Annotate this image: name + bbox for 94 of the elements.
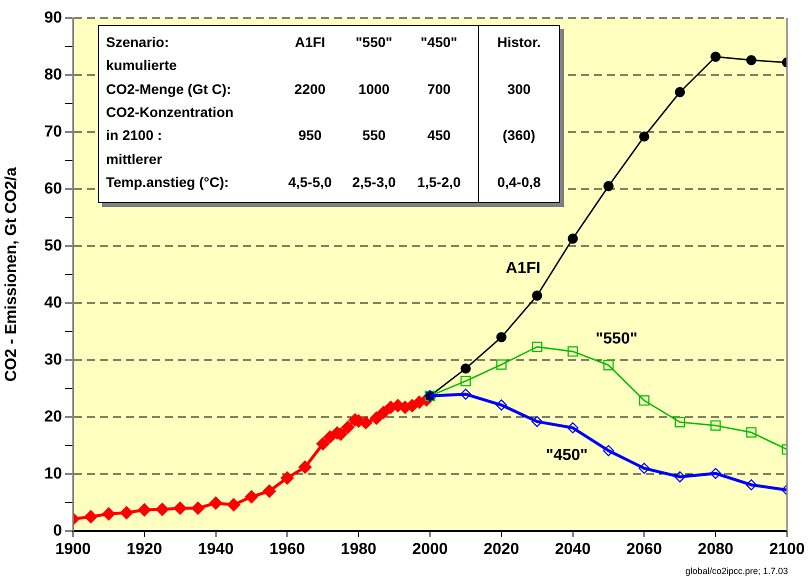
annotation: in 2100 : [106, 126, 162, 144]
series-label: "550" [596, 330, 638, 348]
annotation: 2,5-3,0 [352, 174, 396, 190]
y-tick-label: 80 [44, 66, 62, 84]
point [316, 437, 330, 450]
annotation: Szenario: [106, 33, 170, 51]
y-axis-title: CO2 - Emissionen, Gt CO2/a [3, 167, 20, 382]
point [638, 462, 650, 474]
y-tick-label: 40 [44, 294, 62, 312]
x-tick-label: 2020 [484, 541, 520, 558]
y-tick-label: 0 [53, 522, 62, 540]
point [262, 484, 276, 498]
annotation: 950 [297, 126, 323, 144]
x-tick-label: 2000 [412, 541, 448, 558]
point [244, 490, 258, 504]
annotation: A1FI [294, 34, 326, 50]
point [532, 416, 543, 428]
y-tick-label: 10 [44, 465, 62, 482]
point [359, 416, 372, 430]
annotation: mittlerer [106, 150, 162, 168]
point [639, 395, 650, 406]
point [568, 346, 578, 357]
x-tick-label: 2040 [555, 541, 591, 558]
annotation: 700 [426, 80, 452, 98]
text: global/co2ipcc.pre; 1.7.03 [685, 566, 788, 576]
x-tick-label: 2060 [626, 541, 662, 558]
x-tick-label: 1980 [340, 541, 376, 558]
point [191, 502, 205, 515]
point [639, 131, 650, 142]
point [746, 479, 757, 490]
point [532, 290, 542, 301]
annotation: Temp.anstieg (°C): [106, 172, 229, 191]
annotation: (360) [502, 126, 536, 144]
series-label: "450" [546, 447, 588, 464]
point [746, 427, 756, 438]
annotation: 1,5-2,0 [417, 174, 461, 190]
y-tick-label: 60 [44, 180, 62, 198]
point [603, 360, 614, 370]
y-tick-label: 90 [44, 9, 62, 26]
point [567, 422, 578, 434]
annotation: 300 [506, 80, 532, 98]
x-tick-label: 1960 [269, 541, 306, 558]
point [138, 503, 151, 517]
point [370, 412, 384, 425]
annotation: 4,5-5,0 [288, 174, 332, 190]
point [376, 406, 390, 420]
annotation: kumulierte [106, 56, 177, 74]
point [460, 388, 472, 400]
point [209, 496, 222, 510]
annotation: 550 [361, 126, 387, 144]
point [460, 363, 471, 374]
point [460, 376, 471, 386]
point [341, 420, 354, 434]
x-tick-label: 1940 [198, 541, 234, 558]
annotation: "550" [356, 34, 392, 50]
point [674, 416, 686, 428]
point [710, 52, 721, 62]
point [174, 502, 187, 515]
point [496, 399, 507, 411]
point [496, 332, 506, 342]
x-tick-label: 2080 [698, 541, 734, 558]
point [496, 359, 507, 370]
point [674, 471, 686, 482]
point [532, 342, 542, 352]
annotation: 450 [426, 126, 452, 144]
point [156, 502, 169, 516]
y-tick-label: 20 [44, 408, 62, 426]
annotation: CO2-Konzentration [106, 102, 234, 121]
annotation: 1000 [357, 80, 391, 98]
x-tick-label: 2100 [769, 541, 805, 558]
x-tick-label: 1900 [55, 541, 91, 558]
point [120, 506, 134, 520]
y-tick-label: 70 [44, 123, 62, 140]
x-tick-label: 1920 [126, 541, 162, 558]
point [710, 420, 721, 431]
point [102, 507, 116, 520]
point [603, 181, 614, 192]
point [746, 55, 756, 66]
point [227, 498, 240, 512]
point [298, 460, 312, 474]
annotation: Histor. [496, 33, 542, 51]
annotation: 2200 [293, 80, 327, 98]
y-tick-label: 30 [44, 351, 62, 368]
annotation: CO2-Menge (Gt C): [106, 80, 232, 98]
annotation: "450" [420, 34, 458, 50]
point [674, 87, 685, 98]
point [84, 510, 98, 524]
point [568, 233, 578, 244]
series-label: A1FI [506, 260, 540, 277]
point [280, 471, 294, 485]
y-tick-label: 50 [44, 237, 62, 254]
point [602, 445, 614, 456]
annotation: 0,4-0,8 [496, 172, 542, 191]
point [710, 468, 722, 480]
